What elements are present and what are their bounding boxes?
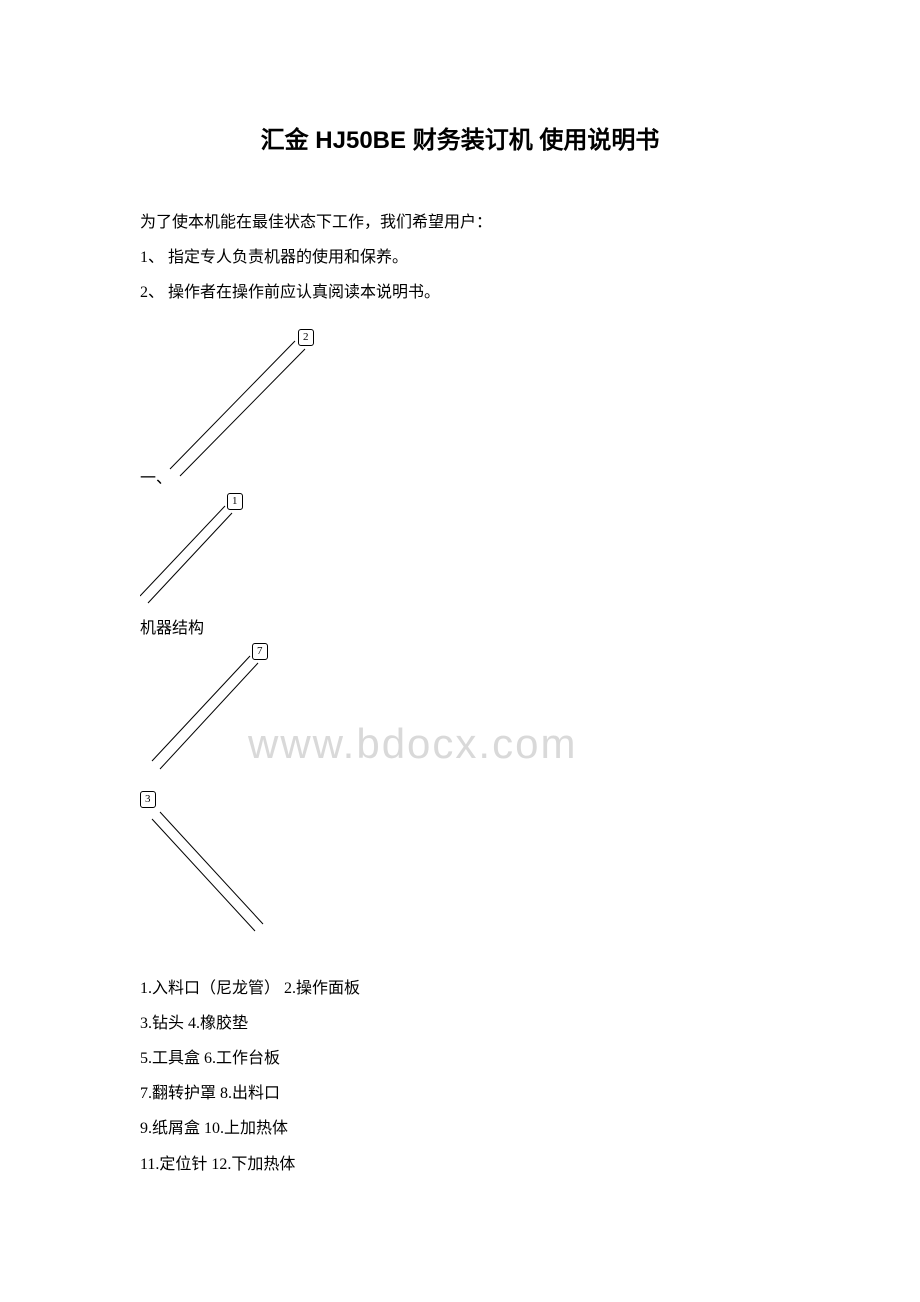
intro-line-1: 为了使本机能在最佳状态下工作，我们希望用户：: [140, 205, 780, 240]
section-number: 一、: [140, 461, 172, 496]
parts-row-1: 1.入料口（尼龙管） 2.操作面板: [140, 971, 780, 1006]
callout-lines-svg: [140, 321, 780, 961]
callout-box-2: 2: [298, 329, 314, 346]
callout-box-3: 3: [140, 791, 156, 808]
parts-row-4: 7.翻转护罩 8.出料口: [140, 1076, 780, 1111]
callout-box-7: 7: [252, 643, 268, 660]
parts-row-5: 9.纸屑盒 10.上加热体: [140, 1111, 780, 1146]
parts-legend: 1.入料口（尼龙管） 2.操作面板 3.钻头 4.橡胶垫 5.工具盒 6.工作台…: [140, 971, 780, 1182]
callout-diagram: 2 一、 1 机器结构 7 3: [140, 321, 780, 961]
intro-line-2: 1、 指定专人负责机器的使用和保养。: [140, 240, 780, 275]
section-heading: 机器结构: [140, 611, 204, 646]
parts-row-2: 3.钻头 4.橡胶垫: [140, 1006, 780, 1041]
callout-box-1: 1: [227, 493, 243, 510]
intro-line-3: 2、 操作者在操作前应认真阅读本说明书。: [140, 275, 780, 310]
parts-row-6: 11.定位针 12.下加热体: [140, 1147, 780, 1182]
parts-row-3: 5.工具盒 6.工作台板: [140, 1041, 780, 1076]
document-title: 汇金 HJ50BE 财务装订机 使用说明书: [140, 120, 780, 155]
